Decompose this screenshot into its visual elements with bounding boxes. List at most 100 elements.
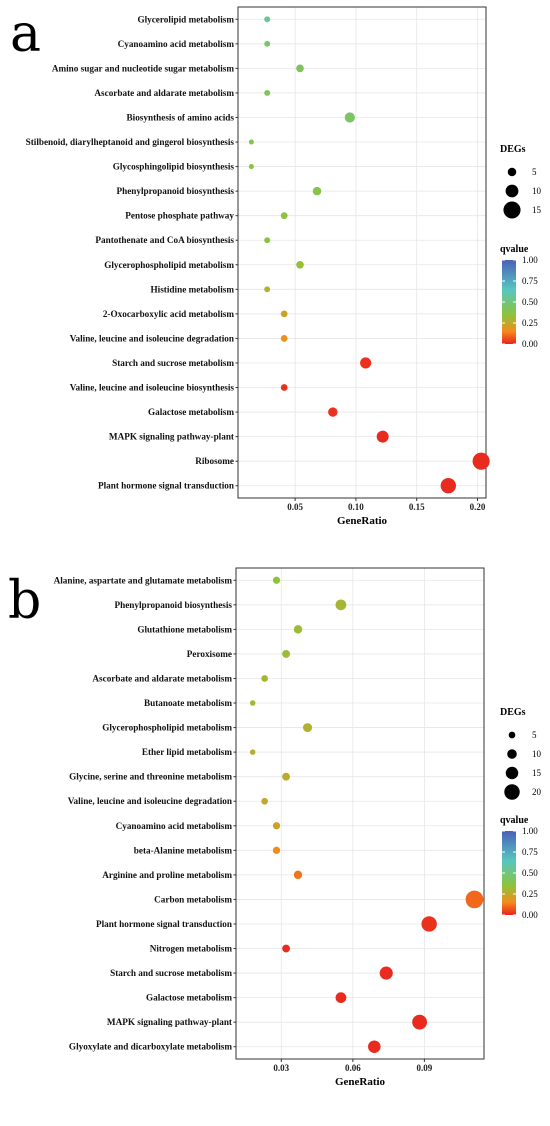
category-label: Pantothenate and CoA biosynthesis [95,235,234,245]
category-label: Carbon metabolism [154,894,232,904]
category-label: Amino sugar and nucleotide sugar metabol… [52,63,234,73]
data-point [335,599,347,611]
category-label: Peroxisome [187,649,232,659]
category-label: Ether lipid metabolism [142,747,233,757]
data-point [303,723,313,733]
dot-plot-a: Glycerolipid metabolism Cyanoamino acid m… [26,6,542,527]
color-legend-label: 1.00 [522,826,538,836]
category-label: Glycosphingolipid biosynthesis [113,162,235,172]
data-point [272,846,281,854]
data-point [264,237,271,244]
category-label: Histidine metabolism [151,284,235,294]
data-point [296,64,304,73]
color-legend-label: 0.75 [522,847,538,857]
color-legend-label: 1.00 [522,255,538,265]
category-label: Glycerophospholipid metabolism [102,723,232,733]
data-point [249,749,256,755]
size-legend-dot [507,749,517,759]
panel-a-letter: a [10,4,42,64]
category-label: Glutathione metabolism [137,624,232,634]
color-legend-label: 0.00 [522,339,538,349]
category-label: Ribosome [195,456,234,466]
data-point [293,625,303,634]
color-legend-label: 0.50 [522,868,538,878]
dot-plot-b: Alanine, aspartate and glutamate metabol… [54,567,542,1088]
category-label: Plant hormone signal transduction [96,919,232,929]
data-point [248,164,254,170]
plot-frame [235,567,485,1060]
category-label: Starch and sucrose metabolism [110,968,232,978]
category-label: Glycerolipid metabolism [137,14,234,24]
data-point [282,772,291,781]
category-label: Cyanoamino acid metabolism [116,821,233,831]
category-label: Arginine and proline metabolism [102,870,232,880]
data-point [312,186,322,196]
data-point [280,384,288,391]
size-legend-label: 5 [532,730,537,740]
category-label: Glycine, serine and threonine metabolism [69,772,232,782]
x-tick-label: 0.05 [287,502,303,512]
color-legend-label: 0.50 [522,297,538,307]
color-legend-bar [502,260,516,344]
category-label: Pentose phosphate pathway [125,211,234,221]
category-label: MAPK signaling pathway-plant [107,1017,233,1027]
category-label: Ascorbate and aldarate metabolism [92,673,232,683]
x-tick-label: 0.03 [273,1063,289,1073]
data-point [335,992,347,1004]
category-label: Butanoate metabolism [144,698,232,708]
size-legend-dot [504,784,520,800]
data-point [282,649,291,658]
category-label: Valine, leucine and isoleucine biosynthe… [70,383,235,393]
data-point [293,870,303,880]
category-label: Cyanoamino acid metabolism [118,39,235,49]
data-point [264,16,271,23]
data-point [328,407,338,417]
category-label: Stilbenoid, diarylheptanoid and gingerol… [26,137,235,147]
data-point [344,112,355,123]
category-label: 2-Oxocarboxylic acid metabolism [103,309,235,319]
color-legend-title: qvalue [500,815,529,826]
category-label: Alanine, aspartate and glutamate metabol… [54,575,233,585]
x-tick-label: 0.09 [417,1063,433,1073]
size-legend-label: 15 [532,768,542,778]
category-label: Nitrogen metabolism [150,944,233,954]
data-point [360,357,372,369]
data-point [379,966,393,980]
panel-b: b Alanine, aspartate and glutamate metab… [0,563,550,1126]
category-label: Phenylpropanoid biosynthesis [114,600,232,610]
size-legend-label: 20 [532,787,542,797]
size-legend-label: 10 [532,186,542,196]
size-legend-label: 5 [532,167,537,177]
size-legend-dot [508,731,516,739]
size-legend-label: 10 [532,749,542,759]
data-point [264,40,271,47]
data-point [264,89,271,96]
category-label: Galactose metabolism [148,407,234,417]
color-legend-label: 0.25 [522,318,538,328]
x-axis-title: GeneRatio [337,515,388,527]
category-label: Biosynthesis of amino acids [127,112,235,122]
panel-a: a Glycerolipid metabolism Cyanoamino acid… [10,4,542,527]
data-point [272,822,281,830]
grid [238,7,486,498]
x-tick-label: 0.10 [348,502,364,512]
category-label: Starch and sucrose metabolism [112,358,234,368]
data-point [376,430,389,443]
category-label: Glyoxylate and dicarboxylate metabolism [69,1042,232,1052]
category-label: Ascorbate and aldarate metabolism [94,88,234,98]
x-tick-label: 0.15 [409,502,425,512]
color-legend-label: 0.25 [522,889,538,899]
size-legend-dot [507,167,517,177]
size-legend-dot [505,184,519,198]
data-point [440,478,457,494]
size-legend-title: DEGs [500,707,526,718]
data-point [280,335,288,342]
category-label: Valine, leucine and isoleucine degradati… [70,333,234,343]
x-axis-title: GeneRatio [335,1076,386,1088]
data-point [472,452,490,470]
data-point [280,212,288,220]
data-point [465,890,484,909]
grid [236,568,484,1059]
color-legend-title: qvalue [500,244,529,255]
data-point [421,916,437,932]
